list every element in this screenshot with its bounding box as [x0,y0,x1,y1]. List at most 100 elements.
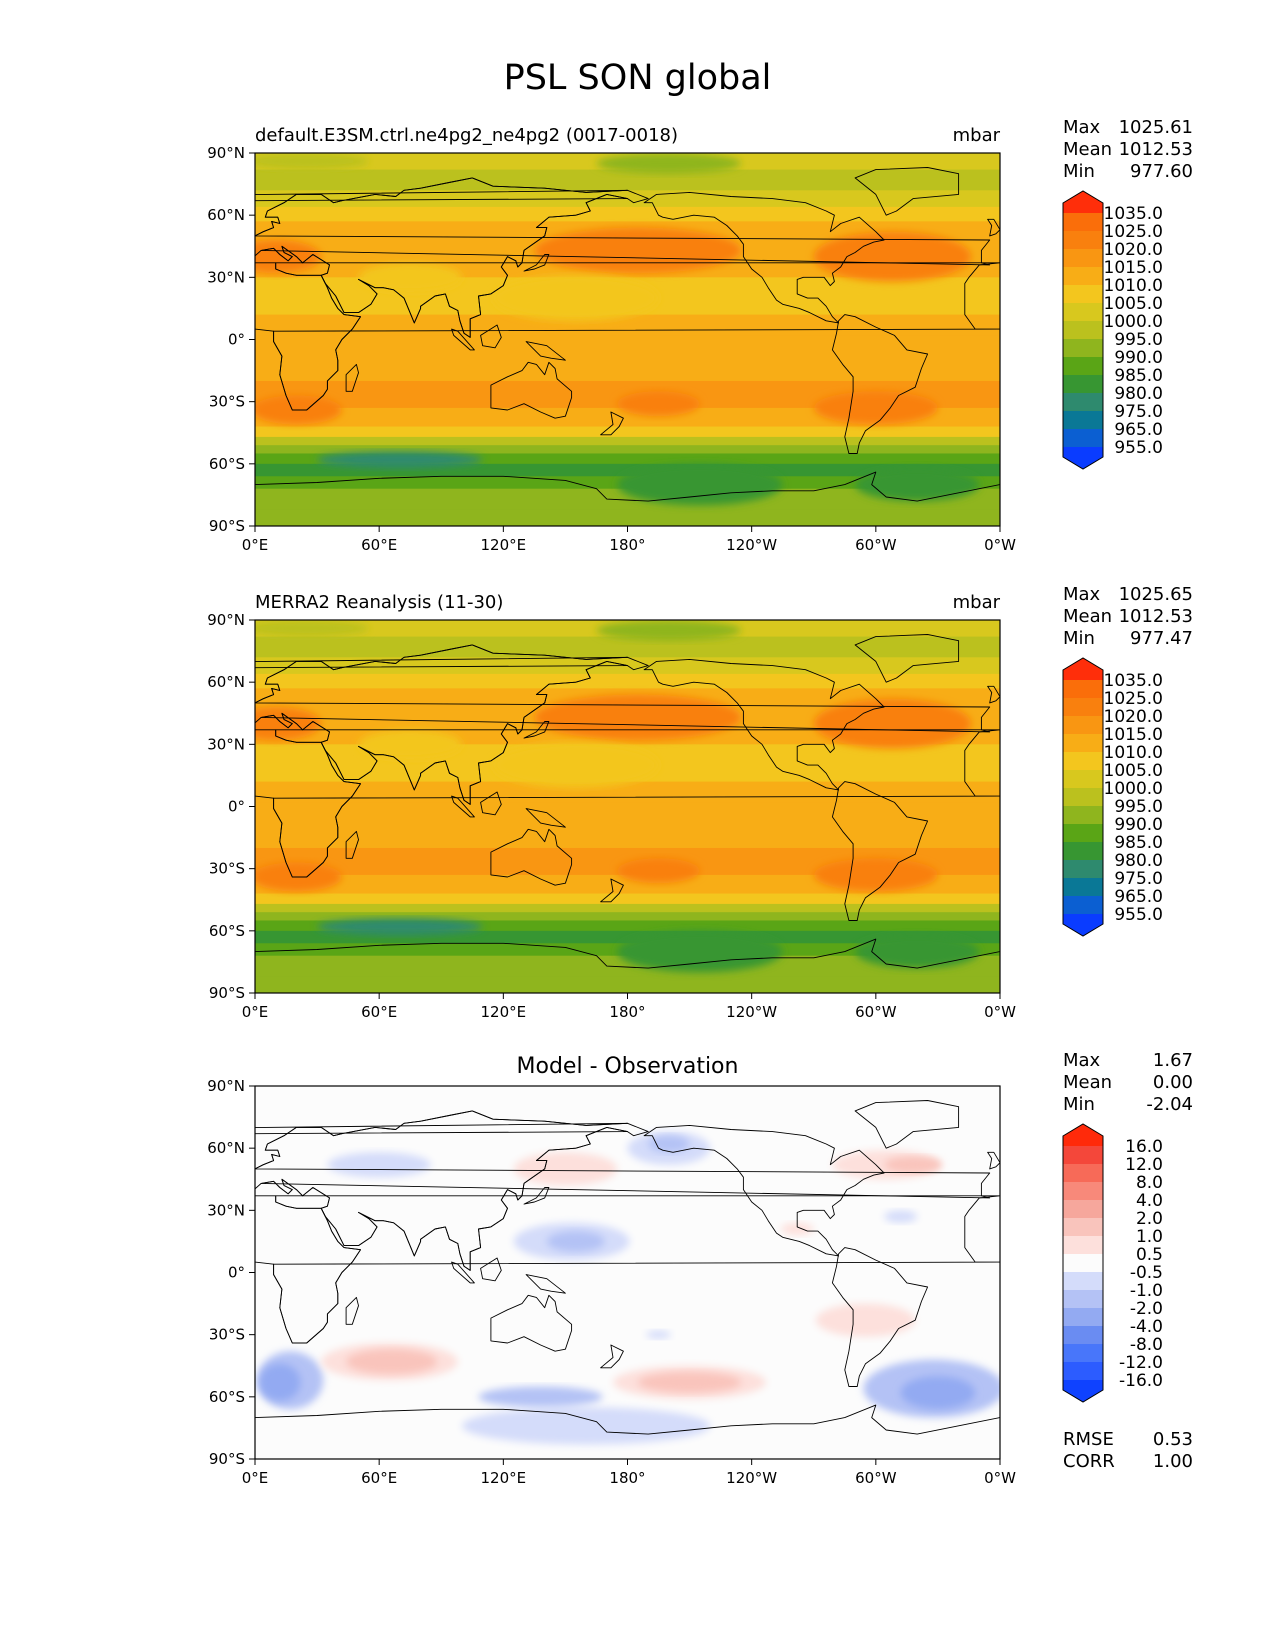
colorbar-swatch [1063,375,1103,394]
x-tick-label: 120°E [481,536,527,554]
colorbar-label: 1000.0 [1104,779,1163,799]
y-tick-label: 90°S [209,1450,245,1468]
colorbar-swatch [1063,1254,1103,1273]
stat-value: 1012.53 [1118,606,1193,627]
colorbar-swatch [1063,680,1103,699]
y-tick-label: 30°S [209,860,245,878]
coastline-greenland [854,1100,960,1149]
colorbar-swatch [1063,231,1103,250]
colorbar-label: 995.0 [1114,330,1163,350]
colorbar-swatch [1063,249,1103,268]
contour-region [478,1386,603,1408]
coastline-eurasia [255,177,628,338]
contour-region [546,1231,605,1252]
stat-name: Mean [1063,1072,1113,1093]
contour-region [813,858,938,892]
contour-band [255,509,1000,526]
contour-region [813,231,972,282]
contour-region [617,858,700,884]
colorbar-swatch [1063,1236,1103,1255]
colorbar-swatch [1063,1218,1103,1237]
coastline-madagascar [345,363,359,392]
map-plot: 0°E 60°E 120°E 180° 120°W 60°W 0°W 90°N 60°N 30°N… [207,611,1163,1021]
coastline-sumatra [451,1261,475,1284]
x-tick-label: 120°E [481,1469,527,1487]
colorbar-label: 995.0 [1114,797,1163,817]
y-tick-label: 90°S [209,517,245,535]
contour-band [255,335,1000,382]
stats-box: Max 1.67 Mean 0.00 Min -2.04 [1063,1050,1193,1116]
colorbar-label: -0.5 [1130,1263,1163,1283]
coastline-greenland [854,634,960,683]
coastline-africa [255,1195,361,1344]
x-tick-label: 0°W [984,1469,1016,1487]
colorbar-label: 1020.0 [1104,707,1163,727]
contour-region [855,934,980,969]
contour-region [358,262,462,292]
contour-band [255,169,1000,191]
contour-region [855,467,980,502]
colorbar-label: -8.0 [1130,1335,1163,1355]
coastline-australia [490,828,573,886]
units-label: mbar [952,125,1000,146]
contour-band [255,445,1000,454]
colorbar-swatch [1063,339,1103,358]
coastline-antarctica [255,471,1000,526]
contour-region [617,391,700,417]
y-tick-label: 30°N [207,1201,245,1219]
y-tick-label: 30°S [209,393,245,411]
metric-value: 1.00 [1152,1451,1193,1472]
panel-title: default.E3SM.ctrl.ne4pg2_ne4pg2 (0017-00… [255,125,678,146]
contour-region [255,153,369,170]
colorbar-label: -1.0 [1130,1281,1163,1301]
contour-region [637,1371,742,1393]
contour-region [884,1156,943,1174]
coastline-namerica [643,658,885,791]
colorbar-label: 1000.0 [1104,312,1163,332]
contour-region [813,391,938,425]
stats-box: Max 1025.65 Mean 1012.53 Min 977.47 [1063,584,1193,650]
colorbar-swatch [1063,734,1103,753]
contour-band [255,920,1000,932]
colorbar-swatch [1063,770,1103,789]
colorbar-label: -12.0 [1119,1353,1163,1373]
panel-title: Model - Observation [516,1054,739,1079]
colorbar: 1035.01025.01020.01015.01010.01005.01000… [1062,657,1163,937]
contour-band [255,874,1000,895]
coastline-nz [600,411,624,436]
units-label: mbar [952,592,1000,613]
colorbar-label: 1025.0 [1104,222,1163,242]
colorbar-swatch [1063,896,1103,915]
colorbar-swatch [1063,878,1103,897]
colorbar-swatch [1063,806,1103,825]
colorbar-swatch [1063,842,1103,861]
coastline-antarctica [255,938,1000,993]
y-tick-label: 60°N [207,673,245,691]
contour-region [646,1330,671,1339]
colorbar-label: -16.0 [1119,1371,1163,1391]
coastline-japan [523,1187,550,1205]
colorbar-swatch [1063,321,1103,340]
panel-title: MERRA2 Reanalysis (11-30) [255,592,504,613]
y-tick-label: 0° [228,1264,245,1282]
colorbar-swatch [1063,429,1103,448]
x-tick-label: 180° [609,1003,645,1021]
stat-value: 0.00 [1152,1072,1193,1093]
y-tick-label: 60°S [209,455,245,473]
colorbar-swatch [1063,860,1103,879]
coastline-eurasia [255,1110,628,1271]
colorbar-swatch [1063,267,1103,286]
coastlines [255,167,1000,526]
coastlines [255,634,1000,993]
contour-region [534,227,742,274]
coastline-samerica [831,314,929,454]
contour-region [534,694,742,741]
contour-band [255,673,1000,689]
contour-region [815,1303,916,1337]
stat-name: Min [1063,628,1095,649]
colorbar-label: 1010.0 [1104,276,1163,296]
colorbar-label: 2.0 [1136,1209,1163,1229]
coastline-namerica [643,1124,885,1257]
contour-region [884,1210,918,1223]
colorbar-swatch [1063,1362,1103,1381]
